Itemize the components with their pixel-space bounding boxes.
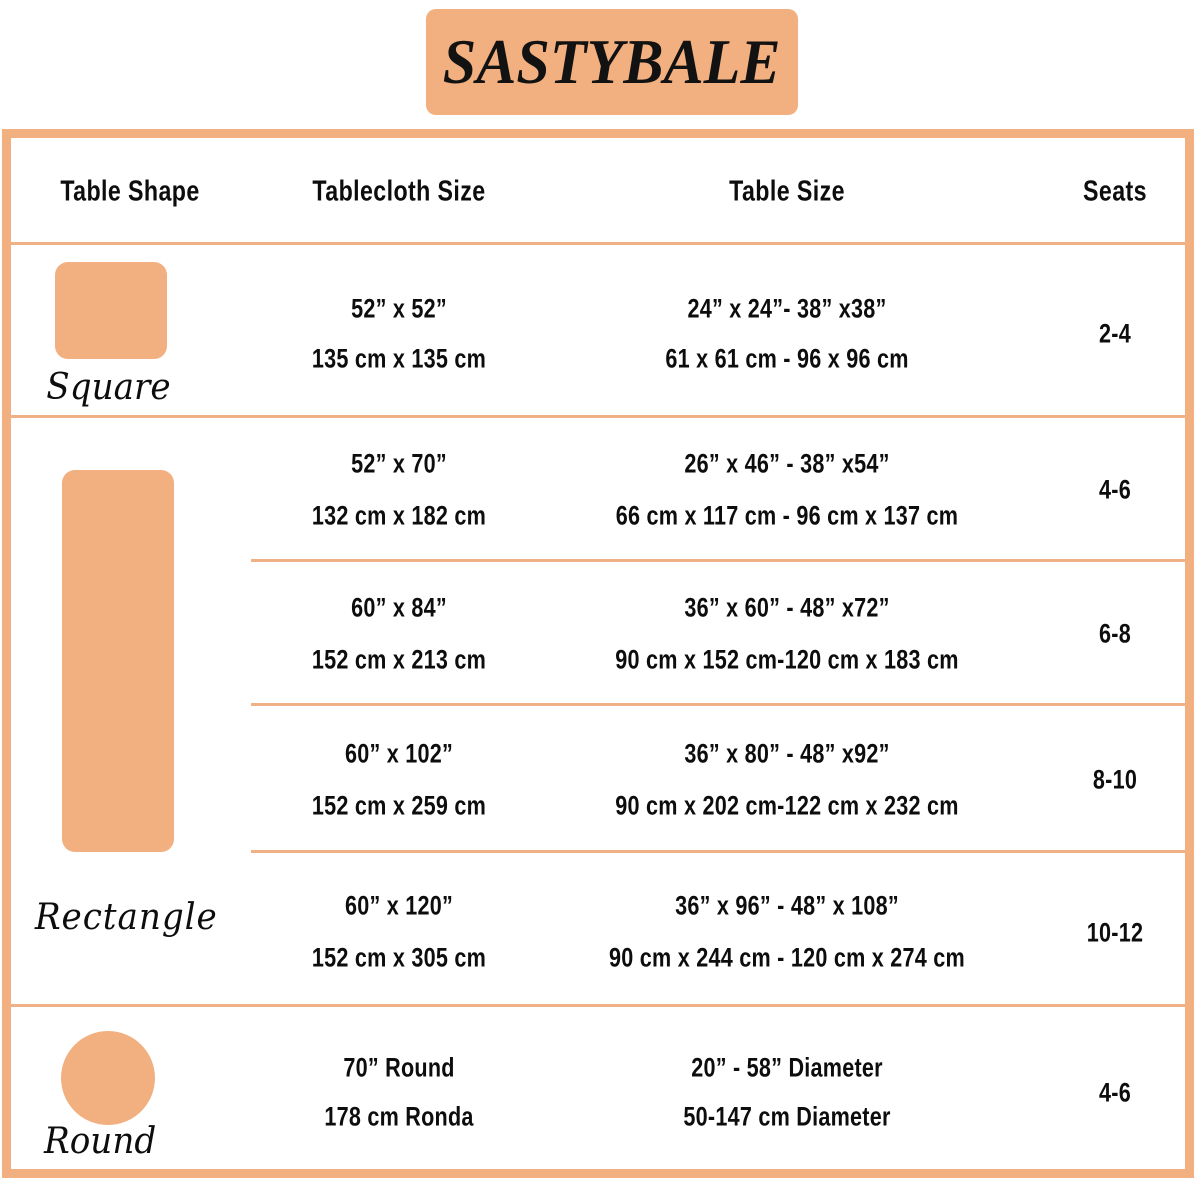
cell-table-cm: 61 x 61 cm - 96 x 96 cm	[665, 343, 909, 374]
cell-tablecloth-cm: 152 cm x 213 cm	[311, 644, 487, 675]
cell-tablecloth-inches: 60” x 102”	[344, 738, 454, 769]
row-divider	[251, 703, 1185, 706]
cell-tablecloth-cm: 178 cm Ronda	[324, 1101, 474, 1132]
size-chart-table: Table Shape Tablecloth Size Table Size S…	[11, 138, 1185, 1169]
cell-table-cm: 90 cm x 202 cm-122 cm x 232 cm	[615, 790, 959, 821]
header-seats: Seats	[1083, 175, 1147, 208]
header-table-shape: Table Shape	[60, 175, 200, 208]
table-header-row: Table Shape Tablecloth Size Table Size S…	[11, 138, 1185, 245]
cell-table-inches: 36” x 96” - 48” x 108”	[675, 890, 899, 921]
cell-seats: 4-6	[1099, 1077, 1131, 1108]
cell-tablecloth-cm: 152 cm x 305 cm	[311, 942, 487, 973]
cell-tablecloth-inches: 52” x 52”	[351, 293, 447, 324]
brand-banner: SASTYBALE	[426, 9, 798, 115]
cell-seats: 6-8	[1099, 618, 1131, 649]
cell-table-cm: 90 cm x 152 cm-120 cm x 183 cm	[615, 644, 959, 675]
row-divider	[251, 559, 1185, 562]
shape-label-rectangle: Rectangle	[34, 897, 218, 938]
cell-tablecloth-cm: 152 cm x 259 cm	[311, 790, 487, 821]
cell-seats: 4-6	[1099, 474, 1131, 505]
shape-label-round: Round	[43, 1121, 157, 1162]
cell-tablecloth-cm: 132 cm x 182 cm	[311, 500, 487, 531]
header-tablecloth-size: Tablecloth Size	[312, 175, 486, 208]
cell-tablecloth-cm: 135 cm x 135 cm	[311, 343, 487, 374]
header-table-size: Table Size	[729, 175, 845, 208]
shape-label-square: Square	[46, 367, 171, 408]
cell-table-inches: 20” - 58” Diameter	[691, 1052, 883, 1083]
cell-table-cm: 66 cm x 117 cm - 96 cm x 137 cm	[615, 500, 959, 531]
cell-tablecloth-inches: 60” x 120”	[344, 890, 454, 921]
row-divider	[251, 850, 1185, 853]
cell-seats: 2-4	[1099, 318, 1131, 349]
cell-seats: 8-10	[1092, 764, 1138, 795]
square-swatch-icon	[55, 262, 167, 359]
cell-table-inches: 36” x 60” - 48” x72”	[684, 592, 890, 623]
cell-tablecloth-inches: 52” x 70”	[351, 448, 447, 479]
cell-table-inches: 26” x 46” - 38” x54”	[684, 448, 890, 479]
cell-tablecloth-inches: 60” x 84”	[351, 592, 447, 623]
brand-name: SASTYBALE	[443, 26, 781, 97]
size-chart-frame: Table Shape Tablecloth Size Table Size S…	[2, 129, 1194, 1178]
rectangle-swatch-icon	[62, 470, 174, 852]
circle-swatch-icon	[61, 1031, 155, 1125]
row-divider	[11, 1004, 1185, 1007]
row-divider	[11, 415, 1185, 418]
cell-table-inches: 24” x 24”- 38” x38”	[687, 293, 887, 324]
cell-table-cm: 50-147 cm Diameter	[683, 1101, 891, 1132]
cell-table-inches: 36” x 80” - 48” x92”	[684, 738, 890, 769]
cell-seats: 10-12	[1086, 917, 1144, 948]
cell-tablecloth-inches: 70” Round	[343, 1052, 455, 1083]
cell-table-cm: 90 cm x 244 cm - 120 cm x 274 cm	[609, 942, 965, 973]
brand-banner-area: SASTYBALE	[0, 0, 1200, 130]
